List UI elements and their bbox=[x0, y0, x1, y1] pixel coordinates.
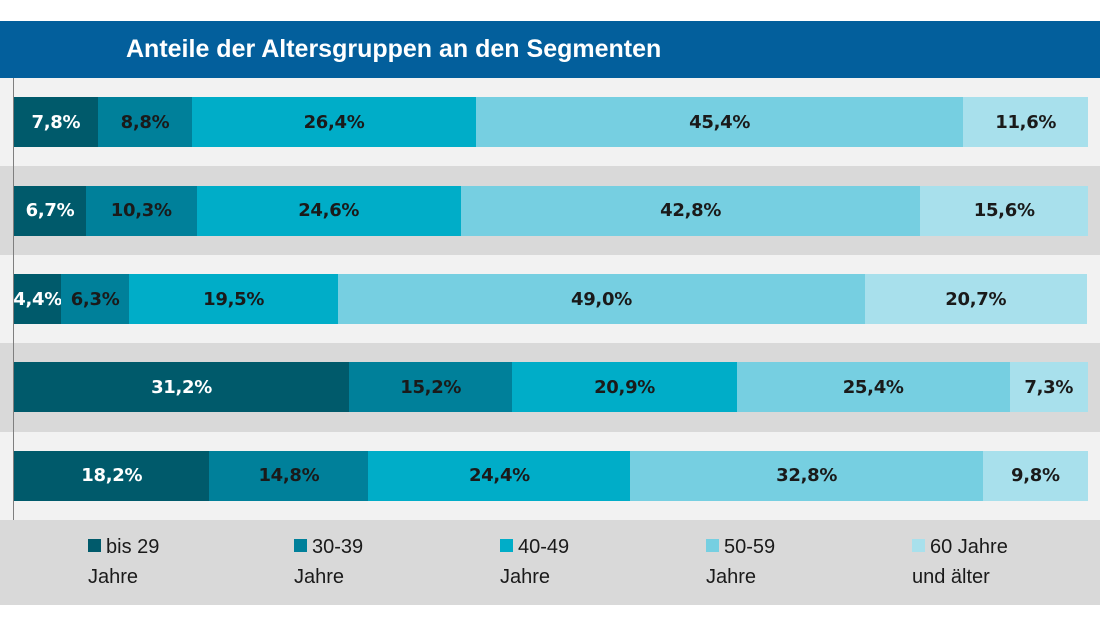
legend-label-line1: 30-39 bbox=[312, 536, 364, 558]
bar-segment: 14,8% bbox=[209, 450, 369, 501]
bar-segment: 9,8% bbox=[982, 450, 1088, 501]
legend-item-bis-29: bis 29 Jahre bbox=[88, 532, 159, 592]
bar-segment: 24,6% bbox=[196, 185, 461, 236]
legend-item-30-39: 30-39 Jahre bbox=[294, 532, 363, 592]
legend-label-line2: Jahre bbox=[294, 566, 345, 588]
bar-segment: 15,2% bbox=[349, 362, 513, 413]
bar-segment: 6,7% bbox=[14, 185, 86, 236]
legend-label-line1: 60 Jahre bbox=[930, 536, 1008, 558]
bar-segment: 7,3% bbox=[1009, 362, 1088, 413]
legend-label-line2: und älter bbox=[912, 566, 990, 588]
bar-segment: 4,4% bbox=[13, 274, 62, 324]
bar-segment: 45,4% bbox=[475, 97, 964, 148]
chart-title: Anteile der Altersgruppen an den Segment… bbox=[126, 35, 662, 63]
legend-label-line2: Jahre bbox=[706, 566, 757, 588]
bar-segment: 6,3% bbox=[61, 274, 129, 324]
bar-segment: 26,4% bbox=[192, 97, 476, 148]
bar-segment: 20,9% bbox=[512, 362, 737, 413]
bar-segment: 11,6% bbox=[963, 97, 1088, 148]
bar-segment: 10,3% bbox=[85, 185, 197, 236]
bar-segment: 42,8% bbox=[460, 185, 921, 236]
legend-item-40-49: 40-49 Jahre bbox=[500, 532, 569, 592]
legend-label-line2: Jahre bbox=[500, 566, 551, 588]
legend-swatch bbox=[706, 539, 719, 552]
chart-title-bar: Anteile der Altersgruppen an den Segment… bbox=[0, 21, 1100, 78]
chart-legend: bis 29 Jahre 30-39 Jahre 40-49 Jahre 50-… bbox=[0, 520, 1100, 605]
bar-row: 7,8% 8,8% 26,4% 45,4% 11,6% bbox=[14, 97, 1088, 148]
bar-segment: 18,2% bbox=[14, 450, 210, 501]
legend-item-50-59: 50-59 Jahre bbox=[706, 532, 775, 592]
legend-item-60-plus: 60 Jahre und älter bbox=[912, 532, 1008, 592]
bar-row: 18,2% 14,8% 24,4% 32,8% 9,8% bbox=[14, 450, 1088, 501]
bar-segment: 31,2% bbox=[14, 362, 350, 413]
bar-segment: 15,6% bbox=[920, 185, 1088, 236]
bar-segment: 20,7% bbox=[864, 274, 1087, 324]
legend-label-line2: Jahre bbox=[88, 566, 139, 588]
bar-segment: 25,4% bbox=[736, 362, 1010, 413]
chart-plot-area: 7,8% 8,8% 26,4% 45,4% 11,6% 6,7% 10,3% 24,6% 42,… bbox=[0, 78, 1100, 520]
bar-segment: 19,5% bbox=[128, 274, 339, 324]
legend-swatch bbox=[88, 539, 101, 552]
bar-segment: 24,4% bbox=[368, 450, 631, 501]
legend-swatch bbox=[500, 539, 513, 552]
bar-segment: 32,8% bbox=[630, 450, 983, 501]
legend-label-line1: bis 29 bbox=[106, 536, 160, 558]
bar-segment: 7,8% bbox=[14, 97, 98, 148]
category-axis-line bbox=[13, 78, 14, 520]
bar-segment: 49,0% bbox=[338, 274, 865, 324]
legend-label-line1: 50-59 bbox=[724, 536, 776, 558]
bar-row: 6,7% 10,3% 24,6% 42,8% 15,6% bbox=[14, 185, 1088, 236]
legend-swatch bbox=[912, 539, 925, 552]
bar-row: 4,4% 6,3% 19,5% 49,0% 20,7% bbox=[13, 274, 1088, 324]
legend-label-line1: 40-49 bbox=[518, 536, 570, 558]
bar-segment: 8,8% bbox=[97, 97, 193, 148]
legend-swatch bbox=[294, 539, 307, 552]
bar-row: 31,2% 15,2% 20,9% 25,4% 7,3% bbox=[14, 362, 1088, 413]
